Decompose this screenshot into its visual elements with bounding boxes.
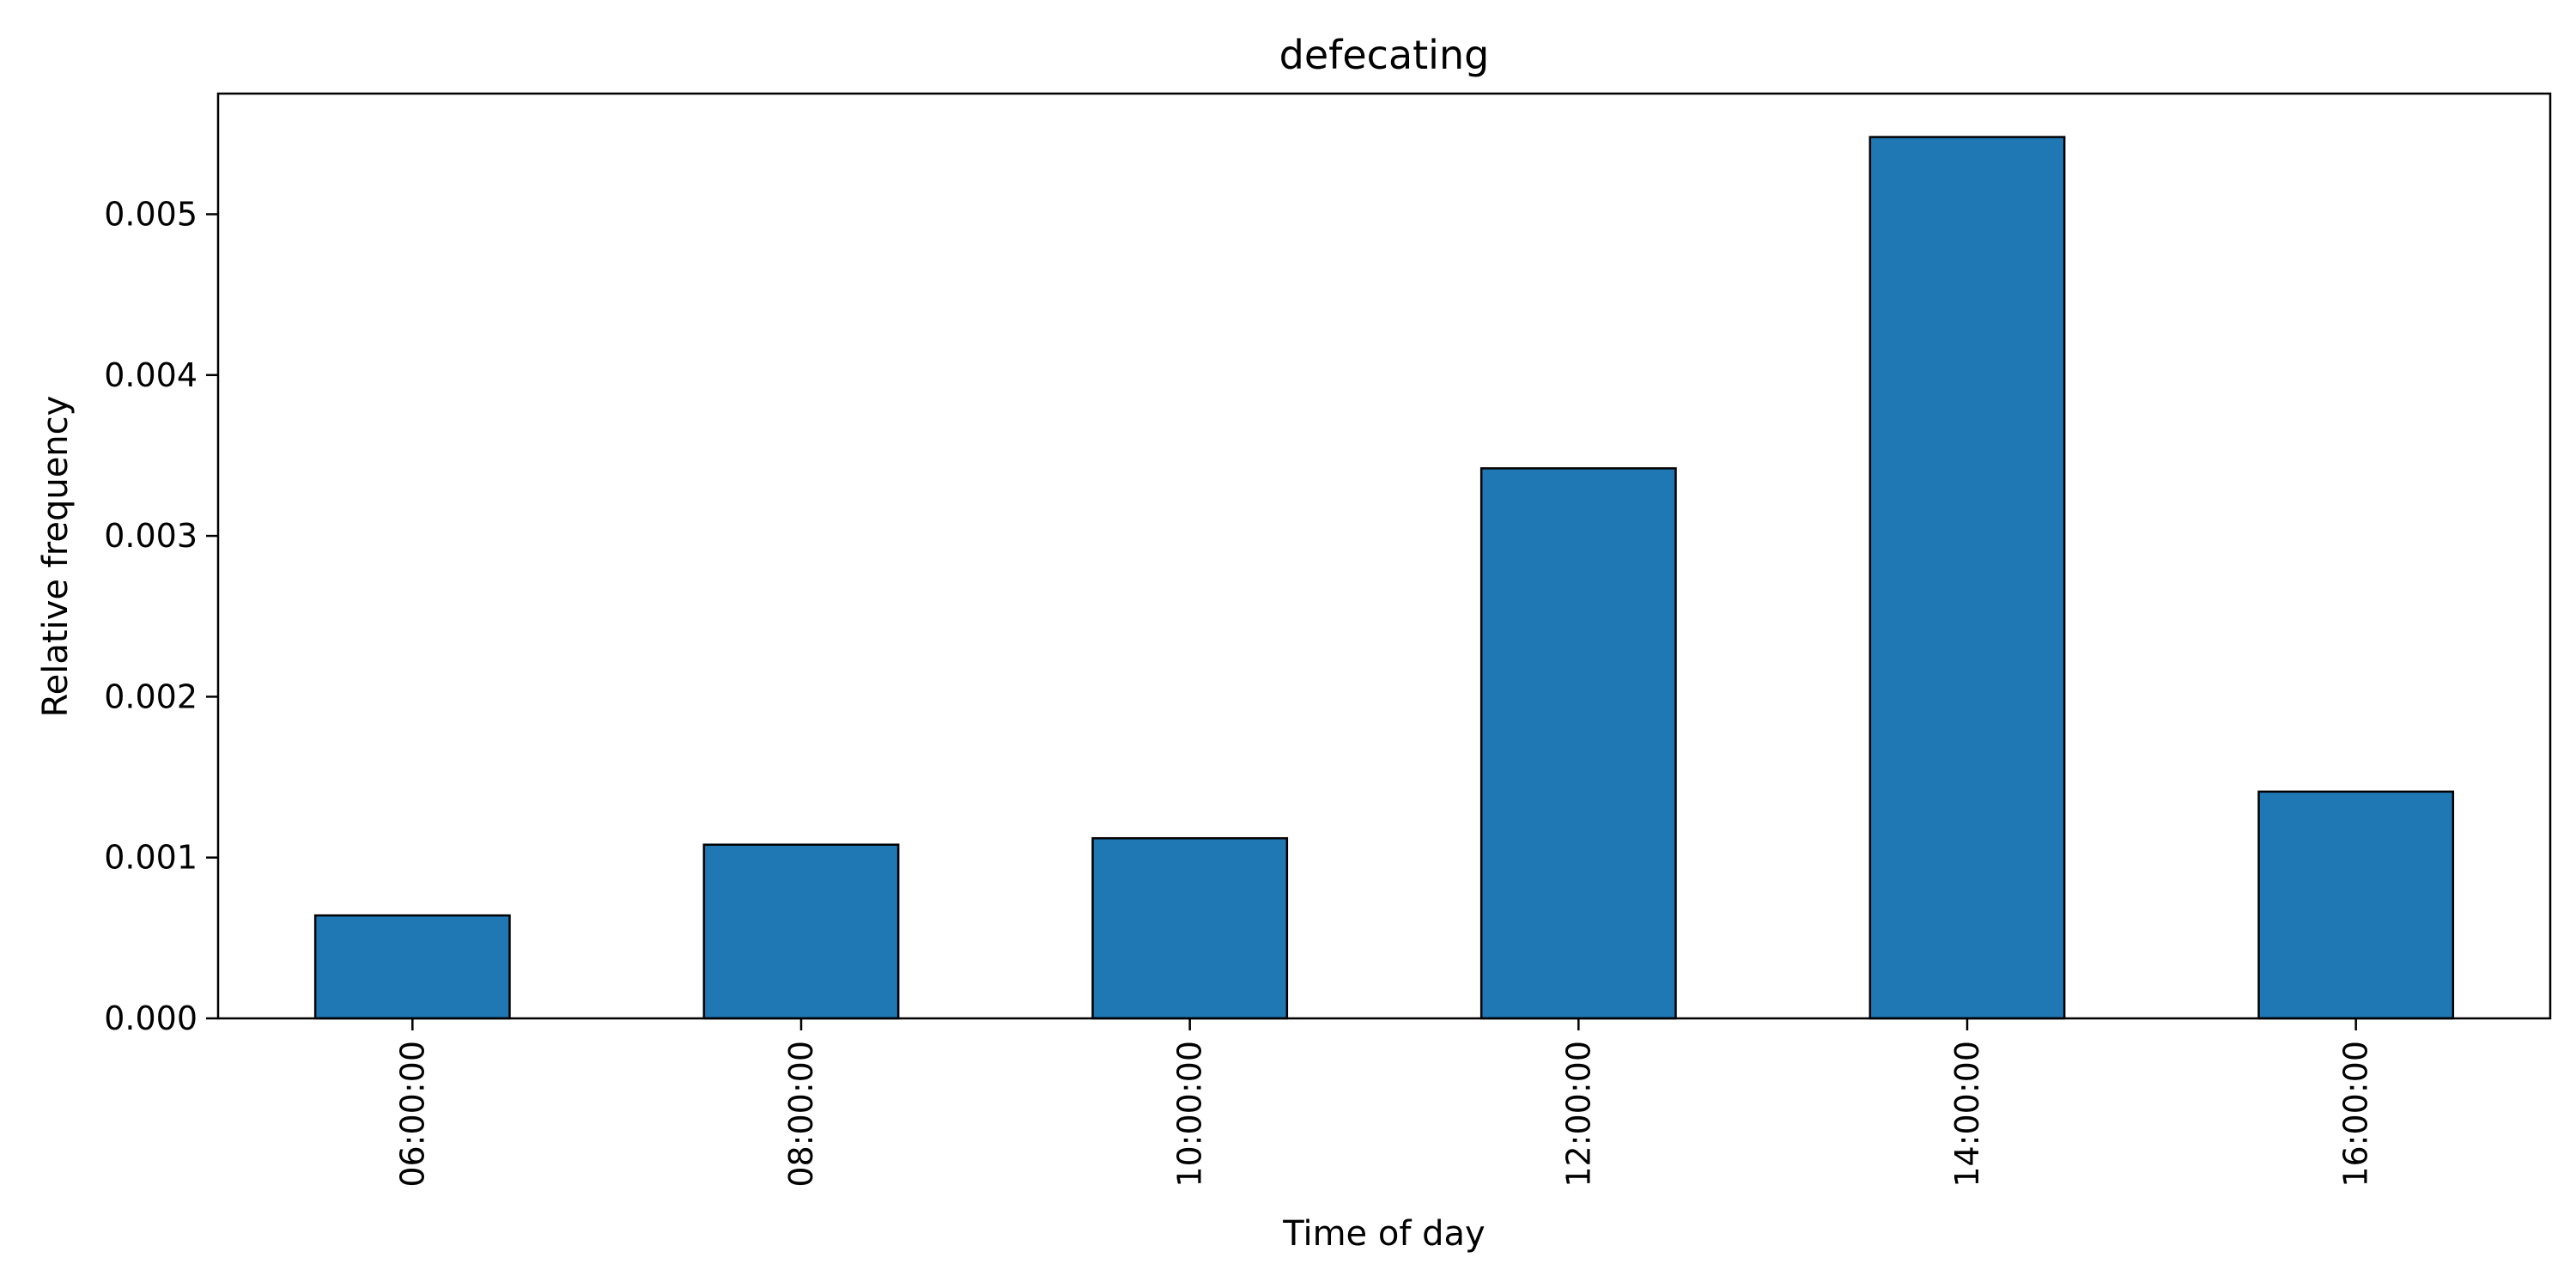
x-tick-label: 10:00:00 [1171,1041,1209,1188]
x-tick-label: 14:00:00 [1948,1041,1986,1188]
x-tick-label: 06:00:00 [393,1041,431,1188]
y-tick-label: 0.004 [104,356,197,394]
y-tick-label: 0.003 [104,517,197,555]
x-axis-label: Time of day [1282,1214,1485,1254]
x-tick-label: 12:00:00 [1559,1041,1597,1188]
x-tick-label: 08:00:00 [782,1041,820,1188]
y-tick-label: 0.002 [104,677,197,715]
bar-100000 [1091,836,1289,1020]
bar-060000 [313,914,511,1020]
y-tick-label: 0.001 [104,839,197,877]
bar-140000 [1868,136,2066,1020]
bar-160000 [2257,790,2455,1020]
y-axis-label: Relative frequency [36,396,76,718]
bar-080000 [702,843,900,1020]
y-tick-label: 0.005 [104,195,197,233]
y-tick-label: 0.000 [104,999,197,1037]
x-axis: 06:00:00 08:00:00 10:00:00 12:00:00 14:00:00… [393,1018,2375,1188]
x-tick-label: 16:00:00 [2337,1041,2375,1188]
bars-group [313,136,2455,1020]
chart-title: defecating [1279,32,1490,78]
plot-frame [216,92,2552,1020]
bar-120000 [1479,467,1677,1020]
y-axis: 0.000 0.001 0.002 0.003 0.004 0.005 [104,195,218,1037]
